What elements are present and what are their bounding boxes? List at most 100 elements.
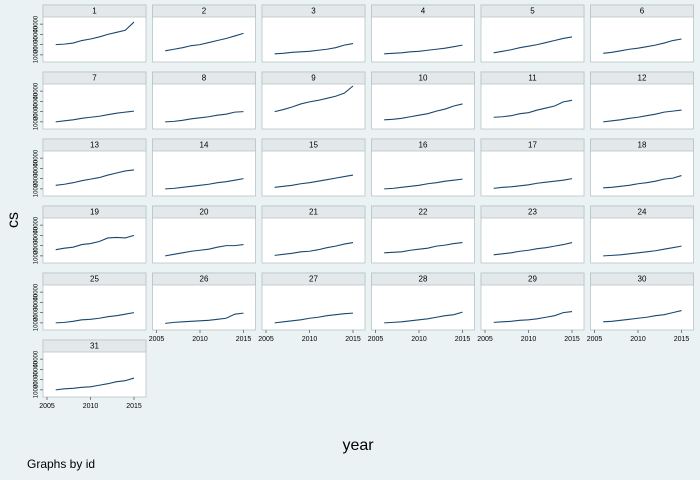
series-line (384, 178, 463, 190)
panel-title: 11 (528, 74, 537, 83)
panel-strip (480, 4, 585, 18)
panel-title: 13 (90, 141, 99, 150)
panel-strip (371, 205, 475, 219)
panel-strip (261, 138, 366, 152)
panel-strip (42, 339, 147, 353)
panel-title: 3 (311, 7, 316, 16)
x-tick-label: 2015 (674, 336, 690, 343)
x-tick-label: 2005 (477, 336, 493, 343)
series-line (384, 44, 463, 55)
panel-title: 5 (530, 7, 535, 16)
series-line (493, 36, 573, 54)
panel-title: 1 (92, 7, 97, 16)
x-axis-title: year (342, 437, 374, 454)
y-tick-label: 20000 (34, 170, 40, 187)
series-line (55, 234, 135, 251)
y-tick-label: 30000 (34, 92, 40, 109)
series-line (603, 245, 682, 257)
series-line (165, 312, 244, 324)
y-tick-label: 30000 (34, 293, 40, 310)
y-tick-label: 10000 (34, 247, 40, 264)
series-line (165, 32, 244, 52)
y-tick-label: 30000 (34, 25, 40, 42)
series-line (493, 178, 573, 189)
series-line (493, 99, 573, 118)
panel-strip (480, 138, 585, 152)
series-line (274, 85, 354, 113)
panel-title: 8 (202, 74, 207, 83)
panel-title: 7 (92, 74, 97, 83)
panel-strip (480, 205, 585, 219)
series-line (165, 244, 244, 257)
x-tick-label: 2005 (587, 336, 603, 343)
panel-strip (261, 205, 366, 219)
panel-strip (371, 138, 475, 152)
y-tick-label: 10000 (34, 180, 40, 197)
panel-strip (152, 138, 256, 152)
panel-title: 23 (528, 208, 537, 217)
y-tick-label: 20000 (34, 304, 40, 321)
x-tick-label: 2015 (455, 336, 471, 343)
y-tick-label: 10000 (34, 314, 40, 331)
series-line (603, 175, 682, 189)
series-line (165, 178, 244, 190)
panel-title: 12 (638, 74, 647, 83)
panel-title: 21 (309, 208, 318, 217)
panel-title: 18 (638, 141, 647, 150)
panel-strip (152, 205, 256, 219)
panel-title: 30 (638, 275, 647, 284)
panel-strip (152, 4, 256, 18)
y-tick-label: 40000 (34, 350, 40, 367)
y-tick-label: 10000 (34, 46, 40, 63)
panel-title: 10 (419, 74, 428, 83)
x-tick-label: 2010 (521, 336, 537, 343)
series-line (384, 311, 463, 324)
panel-title: 15 (309, 141, 318, 150)
y-tick-label: 10000 (34, 381, 40, 398)
panel-strip (42, 272, 147, 286)
panel-title: 4 (421, 7, 426, 16)
panel-strip (152, 71, 256, 85)
panel-title: 20 (200, 208, 209, 217)
y-tick-label: 20000 (34, 36, 40, 53)
y-tick-label: 20000 (34, 103, 40, 120)
series-line (493, 242, 573, 256)
panel-strip (261, 272, 366, 286)
x-tick-label: 2010 (192, 336, 208, 343)
series-line (55, 21, 135, 46)
panel-title: 29 (528, 275, 537, 284)
panel-strip (590, 272, 694, 286)
y-tick-label: 20000 (34, 237, 40, 254)
y-tick-label: 40000 (34, 216, 40, 233)
series-line (55, 377, 135, 391)
series-line (603, 109, 682, 123)
panel-title: 2 (202, 7, 207, 16)
series-line (274, 312, 354, 324)
panel-strip (261, 71, 366, 85)
panel-title: 24 (638, 208, 647, 217)
y-tick-label: 40000 (34, 15, 40, 32)
panel-title: 16 (419, 141, 428, 150)
x-tick-label: 2010 (630, 336, 646, 343)
panel-title: 27 (309, 275, 318, 284)
panel-title: 28 (419, 275, 428, 284)
x-tick-label: 2015 (345, 336, 361, 343)
x-tick-label: 2015 (236, 336, 252, 343)
y-tick-label: 40000 (34, 149, 40, 166)
series-line (274, 174, 354, 188)
panel-strip (590, 71, 694, 85)
series-line (603, 38, 682, 54)
panel-title: 26 (200, 275, 209, 284)
panel-strip (371, 4, 475, 18)
series-line (603, 310, 682, 323)
note: Graphs by id (27, 457, 95, 471)
y-tick-label: 30000 (34, 226, 40, 243)
y-tick-label: 10000 (34, 113, 40, 130)
series-line (55, 110, 135, 123)
panel-title: 9 (311, 74, 316, 83)
panel-strip (371, 272, 475, 286)
panel-strip (42, 205, 147, 219)
panel-strip (371, 71, 475, 85)
x-tick-label: 2005 (149, 336, 165, 343)
